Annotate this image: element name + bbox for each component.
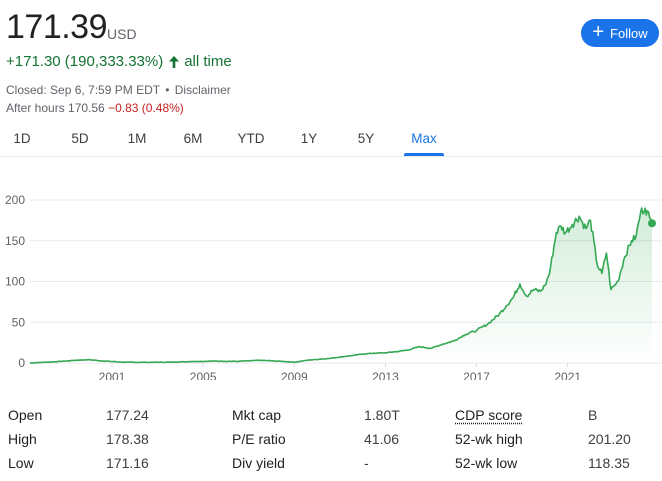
stat-value-cdp-score: B: [588, 407, 598, 423]
stat-label-52wk-low: 52-wk low: [455, 455, 518, 471]
stat-label-div-yield: Div yield: [232, 455, 285, 471]
follow-button[interactable]: + Follow: [581, 19, 659, 47]
closed-time: Closed: Sep 6, 7:59 PM EDT: [6, 83, 160, 97]
price-change: +171.30 (190,333.33%) all time: [6, 53, 232, 70]
stat-label-pe-ratio: P/E ratio: [232, 431, 286, 447]
y-tick-label: 0: [18, 356, 25, 370]
tab-1d[interactable]: 1D: [13, 131, 31, 146]
stat-value-high: 178.38: [106, 431, 149, 447]
currency-label: USD: [107, 26, 137, 42]
after-hours-price: After hours 170.56: [6, 101, 105, 115]
x-tick-label: 2017: [463, 370, 490, 380]
stock-price: 171.39: [6, 8, 108, 46]
price-area: [30, 208, 652, 363]
follow-button-label: Follow: [610, 25, 648, 41]
current-price-dot: [648, 219, 656, 228]
tab-ytd[interactable]: YTD: [237, 131, 265, 146]
stat-label-mkt-cap: Mkt cap: [232, 407, 282, 423]
price-line: [30, 207, 653, 364]
y-tick-label: 100: [5, 275, 25, 289]
stat-label-high: High: [8, 431, 37, 447]
stat-label-low: Low: [8, 455, 34, 471]
stat-value-52wk-low: 118.35: [588, 455, 630, 471]
tab-divider: [0, 156, 662, 157]
tab-5y[interactable]: 5Y: [357, 131, 375, 146]
plus-icon: +: [592, 21, 605, 43]
stat-value-low: 171.16: [106, 455, 149, 471]
x-tick-label: 2013: [372, 370, 399, 380]
stat-value-open: 177.24: [106, 407, 149, 423]
price-chart[interactable]: 0 50 100 150 200 2001 2005 2009 2013 2017 2021: [0, 185, 662, 380]
tab-5d[interactable]: 5D: [71, 131, 89, 146]
y-tick-label: 50: [12, 315, 26, 329]
stat-label-cdp-score[interactable]: CDP score: [455, 407, 523, 423]
x-tick-label: 2005: [190, 370, 217, 380]
arrow-up-icon: [169, 55, 180, 68]
y-tick-label: 200: [5, 193, 25, 207]
x-tick-label: 2009: [281, 370, 308, 380]
after-hours-change: −0.83 (0.48%): [108, 101, 184, 115]
active-tab-indicator: [404, 153, 444, 156]
stat-value-div-yield: -: [364, 455, 369, 471]
price-change-period: all time: [184, 53, 232, 70]
stat-label-open: Open: [8, 407, 43, 423]
stat-value-52wk-high: 201.20: [588, 431, 631, 447]
stat-label-52wk-high: 52-wk high: [455, 431, 523, 447]
closed-info: Closed: Sep 6, 7:59 PM EDT • Disclaimer: [6, 83, 231, 97]
y-tick-label: 150: [5, 234, 25, 248]
tab-1m[interactable]: 1M: [127, 131, 147, 146]
tab-max[interactable]: Max: [411, 131, 437, 146]
tab-1y[interactable]: 1Y: [300, 131, 318, 146]
disclaimer-link[interactable]: Disclaimer: [174, 83, 231, 97]
x-tick-label: 2021: [554, 370, 581, 380]
stat-value-pe-ratio: 41.06: [364, 431, 400, 447]
tab-6m[interactable]: 6M: [183, 131, 203, 146]
x-tick-label: 2001: [99, 370, 126, 380]
stat-value-mkt-cap: 1.80T: [364, 407, 400, 423]
price-change-value: +171.30 (190,333.33%): [6, 53, 164, 70]
separator: •: [165, 83, 170, 97]
after-hours-info: After hours 170.56 −0.83 (0.48%): [6, 101, 184, 115]
